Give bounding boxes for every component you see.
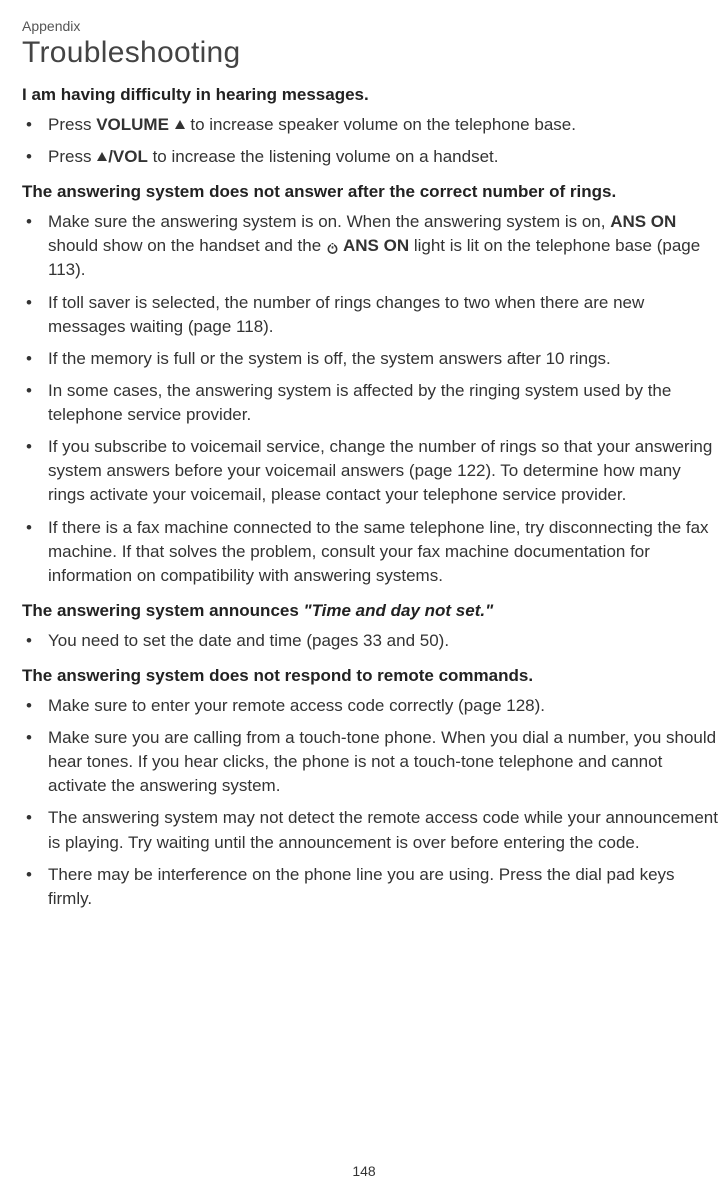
section-heading-1: I am having difficulty in hearing messag… [22,84,718,107]
section-1-list: Press VOLUME to increase speaker volume … [22,113,718,169]
text: Press [48,147,96,166]
text: The answering system may not detect the … [48,808,718,851]
list-item: Make sure to enter your remote access co… [22,694,718,718]
bold-text: /VOL [108,147,148,166]
list-item: Press VOLUME to increase speaker volume … [22,113,718,137]
text: In some cases, the answering system is a… [48,381,671,424]
list-item: There may be interference on the phone l… [22,863,718,911]
bold-text: ANS ON [610,212,676,231]
list-item: The answering system may not detect the … [22,806,718,854]
text: If there is a fax machine connected to t… [48,518,709,585]
list-item: If toll saver is selected, the number of… [22,291,718,339]
section-4-list: Make sure to enter your remote access co… [22,694,718,911]
list-item: If the memory is full or the system is o… [22,347,718,371]
page-number: 148 [352,1163,375,1179]
list-item: In some cases, the answering system is a… [22,379,718,427]
text: should show on the handset and the [48,236,326,255]
list-item: Make sure the answering system is on. Wh… [22,210,718,282]
text: If you subscribe to voicemail service, c… [48,437,712,504]
up-triangle-icon [97,152,107,161]
text: to increase the listening volume on a ha… [148,147,499,166]
appendix-label: Appendix [22,18,718,34]
text: to increase speaker volume on the teleph… [186,115,576,134]
heading-quote: "Time and day not set." [304,601,494,620]
text: Press [48,115,96,134]
text: There may be interference on the phone l… [48,865,675,908]
section-3-list: You need to set the date and time (pages… [22,629,718,653]
page-title: Troubleshooting [22,36,718,70]
list-item: Press /VOL to increase the listening vol… [22,145,718,169]
text: Make sure you are calling from a touch-t… [48,728,716,795]
list-item: If you subscribe to voicemail service, c… [22,435,718,507]
list-item: You need to set the date and time (pages… [22,629,718,653]
list-item: If there is a fax machine connected to t… [22,516,718,588]
section-2-list: Make sure the answering system is on. Wh… [22,210,718,588]
bold-text: VOLUME [96,115,173,134]
power-icon [326,238,339,251]
text: You need to set the date and time (pages… [48,631,449,650]
text: If the memory is full or the system is o… [48,349,611,368]
text: Make sure the answering system is on. Wh… [48,212,610,231]
heading-pre: The answering system announces [22,601,304,620]
text: If toll saver is selected, the number of… [48,293,644,336]
up-triangle-icon [175,120,185,129]
bold-text: ANS ON [339,236,409,255]
list-item: Make sure you are calling from a touch-t… [22,726,718,798]
text: Make sure to enter your remote access co… [48,696,545,715]
section-heading-3: The answering system announces "Time and… [22,600,718,623]
section-heading-2: The answering system does not answer aft… [22,181,718,204]
section-heading-4: The answering system does not respond to… [22,665,718,688]
